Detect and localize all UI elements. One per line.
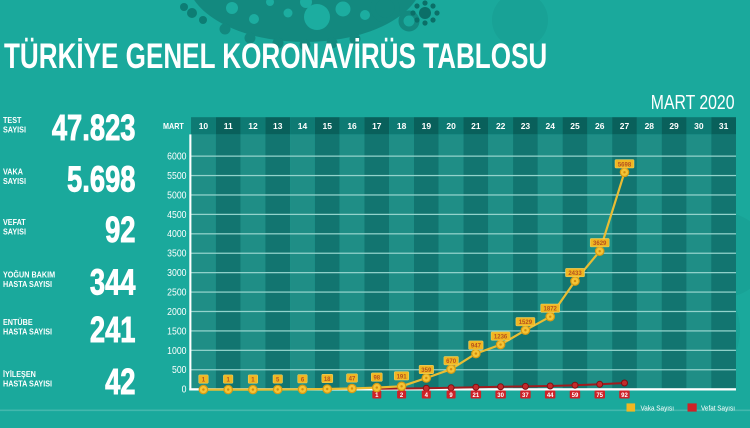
svg-text:27: 27 <box>620 121 630 131</box>
svg-text:1: 1 <box>251 378 255 384</box>
svg-text:5000: 5000 <box>167 190 186 201</box>
svg-text:1000: 1000 <box>167 345 186 356</box>
svg-text:26: 26 <box>595 121 605 131</box>
svg-text:359: 359 <box>421 368 432 374</box>
svg-text:31: 31 <box>719 121 729 131</box>
svg-text:47.823: 47.823 <box>52 107 136 148</box>
svg-text:Vaka Sayısı: Vaka Sayısı <box>641 405 675 413</box>
svg-text:MART: MART <box>163 121 184 131</box>
svg-text:VEFAT: VEFAT <box>3 217 26 227</box>
svg-text:75: 75 <box>596 393 603 399</box>
svg-text:44: 44 <box>547 393 554 399</box>
svg-text:1: 1 <box>227 378 231 384</box>
svg-text:MART 2020: MART 2020 <box>651 91 735 113</box>
svg-text:25: 25 <box>570 121 580 131</box>
svg-text:42: 42 <box>105 361 135 402</box>
svg-text:6: 6 <box>301 377 305 383</box>
svg-text:YOĞUN BAKIM: YOĞUN BAKIM <box>3 270 55 280</box>
svg-text:670: 670 <box>446 359 457 365</box>
svg-text:19: 19 <box>422 121 432 131</box>
svg-text:344: 344 <box>90 262 136 303</box>
svg-text:241: 241 <box>90 309 136 350</box>
svg-text:1500: 1500 <box>167 326 186 337</box>
svg-text:1529: 1529 <box>519 320 533 326</box>
svg-text:5500: 5500 <box>167 170 186 181</box>
svg-text:0: 0 <box>182 384 187 395</box>
svg-text:28: 28 <box>645 121 655 131</box>
svg-text:İYİLEŞEN: İYİLEŞEN <box>3 369 36 379</box>
svg-text:21: 21 <box>473 393 480 399</box>
svg-text:SAYISI: SAYISI <box>3 176 26 186</box>
svg-text:3629: 3629 <box>593 241 607 247</box>
svg-text:16: 16 <box>347 121 357 131</box>
svg-text:Vefat Sayısı: Vefat Sayısı <box>701 405 735 413</box>
svg-text:21: 21 <box>471 121 481 131</box>
svg-text:47: 47 <box>349 377 356 383</box>
svg-text:5698: 5698 <box>618 162 632 168</box>
svg-text:ENTÜBE: ENTÜBE <box>3 317 33 327</box>
svg-text:9: 9 <box>449 393 453 399</box>
svg-text:14: 14 <box>298 121 308 131</box>
svg-text:5.698: 5.698 <box>67 159 135 200</box>
svg-text:4500: 4500 <box>167 209 186 220</box>
svg-text:22: 22 <box>496 121 506 131</box>
svg-text:VAKA: VAKA <box>3 167 23 177</box>
svg-text:10: 10 <box>199 121 209 131</box>
svg-text:3000: 3000 <box>167 268 186 279</box>
svg-text:98: 98 <box>373 376 380 382</box>
svg-text:92: 92 <box>621 393 628 399</box>
svg-text:18: 18 <box>324 377 331 383</box>
svg-text:191: 191 <box>397 374 408 380</box>
svg-text:13: 13 <box>273 121 283 131</box>
svg-text:SAYISI: SAYISI <box>3 125 26 135</box>
svg-text:18: 18 <box>397 121 407 131</box>
svg-text:HASTA SAYISI: HASTA SAYISI <box>3 379 52 389</box>
svg-text:4000: 4000 <box>167 229 186 240</box>
svg-text:1236: 1236 <box>494 335 508 341</box>
svg-text:92: 92 <box>105 209 135 250</box>
svg-text:23: 23 <box>521 121 531 131</box>
svg-text:59: 59 <box>572 393 579 399</box>
svg-text:2: 2 <box>400 393 404 399</box>
svg-text:TEST: TEST <box>3 115 22 125</box>
svg-text:1: 1 <box>375 393 379 399</box>
svg-text:29: 29 <box>669 121 679 131</box>
svg-text:30: 30 <box>694 121 704 131</box>
svg-text:20: 20 <box>446 121 456 131</box>
svg-text:24: 24 <box>545 121 555 131</box>
svg-text:5: 5 <box>276 378 280 384</box>
svg-text:3500: 3500 <box>167 248 186 259</box>
svg-text:TÜRKİYE GENEL KORONAVİRÜS TABL: TÜRKİYE GENEL KORONAVİRÜS TABLOSU <box>4 36 547 76</box>
svg-text:12: 12 <box>248 121 258 131</box>
svg-text:30: 30 <box>497 393 504 399</box>
svg-text:2500: 2500 <box>167 287 186 298</box>
svg-text:17: 17 <box>372 121 382 131</box>
svg-text:SAYISI: SAYISI <box>3 227 26 237</box>
svg-text:1: 1 <box>202 378 206 384</box>
svg-text:4: 4 <box>425 393 429 399</box>
svg-text:HASTA SAYISI: HASTA SAYISI <box>3 279 52 289</box>
svg-text:HASTA SAYISI: HASTA SAYISI <box>3 327 52 337</box>
svg-text:11: 11 <box>224 121 233 131</box>
svg-text:1872: 1872 <box>544 307 558 313</box>
svg-text:2000: 2000 <box>167 306 186 317</box>
svg-text:37: 37 <box>522 393 529 399</box>
svg-text:6000: 6000 <box>167 151 186 162</box>
svg-text:15: 15 <box>323 121 333 131</box>
svg-text:2433: 2433 <box>568 271 582 277</box>
svg-text:500: 500 <box>172 365 187 376</box>
svg-text:947: 947 <box>471 344 482 350</box>
